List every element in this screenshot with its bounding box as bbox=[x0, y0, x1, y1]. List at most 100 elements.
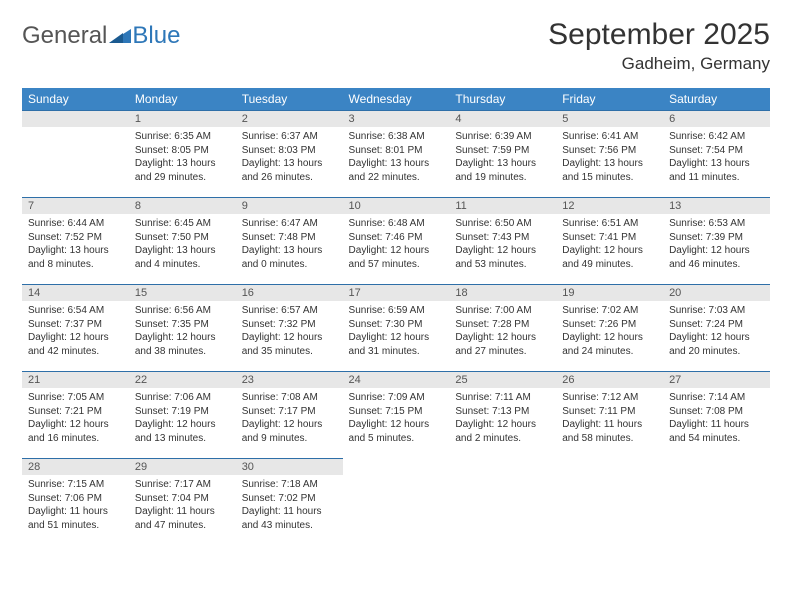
day-number: 5 bbox=[556, 110, 663, 127]
day-number: 20 bbox=[663, 284, 770, 301]
title-block: September 2025 Gadheim, Germany bbox=[548, 18, 770, 74]
day-daylight1: Daylight: 12 hours bbox=[455, 244, 550, 258]
day-number: 14 bbox=[22, 284, 129, 301]
day-details: Sunrise: 6:41 AMSunset: 7:56 PMDaylight:… bbox=[556, 127, 663, 188]
day-daylight2: and 8 minutes. bbox=[28, 258, 123, 272]
calendar-body: 1Sunrise: 6:35 AMSunset: 8:05 PMDaylight… bbox=[22, 110, 770, 545]
day-cell: 18Sunrise: 7:00 AMSunset: 7:28 PMDayligh… bbox=[449, 284, 556, 371]
day-cell: 5Sunrise: 6:41 AMSunset: 7:56 PMDaylight… bbox=[556, 110, 663, 197]
month-title: September 2025 bbox=[548, 18, 770, 52]
day-daylight2: and 2 minutes. bbox=[455, 432, 550, 446]
day-sunset: Sunset: 7:43 PM bbox=[455, 231, 550, 245]
day-sunset: Sunset: 7:35 PM bbox=[135, 318, 230, 332]
day-daylight2: and 24 minutes. bbox=[562, 345, 657, 359]
day-sunset: Sunset: 8:01 PM bbox=[349, 144, 444, 158]
weekday-header: Wednesday bbox=[343, 88, 450, 110]
day-number: 10 bbox=[343, 197, 450, 214]
day-sunset: Sunset: 7:54 PM bbox=[669, 144, 764, 158]
day-number: 16 bbox=[236, 284, 343, 301]
day-daylight2: and 58 minutes. bbox=[562, 432, 657, 446]
day-details: Sunrise: 7:14 AMSunset: 7:08 PMDaylight:… bbox=[663, 388, 770, 449]
logo-mark-icon bbox=[109, 22, 131, 50]
day-sunrise: Sunrise: 7:15 AM bbox=[28, 478, 123, 492]
day-details: Sunrise: 6:56 AMSunset: 7:35 PMDaylight:… bbox=[129, 301, 236, 362]
day-daylight2: and 5 minutes. bbox=[349, 432, 444, 446]
day-daylight1: Daylight: 12 hours bbox=[455, 418, 550, 432]
day-sunrise: Sunrise: 6:47 AM bbox=[242, 217, 337, 231]
day-daylight2: and 9 minutes. bbox=[242, 432, 337, 446]
day-daylight1: Daylight: 13 hours bbox=[349, 157, 444, 171]
day-sunrise: Sunrise: 6:51 AM bbox=[562, 217, 657, 231]
day-daylight1: Daylight: 13 hours bbox=[455, 157, 550, 171]
day-daylight1: Daylight: 11 hours bbox=[28, 505, 123, 519]
location: Gadheim, Germany bbox=[548, 54, 770, 74]
day-daylight2: and 16 minutes. bbox=[28, 432, 123, 446]
day-sunrise: Sunrise: 7:00 AM bbox=[455, 304, 550, 318]
day-details: Sunrise: 6:47 AMSunset: 7:48 PMDaylight:… bbox=[236, 214, 343, 275]
header: General Blue September 2025 Gadheim, Ger… bbox=[22, 18, 770, 74]
day-daylight1: Daylight: 11 hours bbox=[669, 418, 764, 432]
day-daylight1: Daylight: 13 hours bbox=[28, 244, 123, 258]
day-cell: 14Sunrise: 6:54 AMSunset: 7:37 PMDayligh… bbox=[22, 284, 129, 371]
day-sunrise: Sunrise: 6:38 AM bbox=[349, 130, 444, 144]
day-daylight1: Daylight: 12 hours bbox=[562, 244, 657, 258]
day-details: Sunrise: 7:00 AMSunset: 7:28 PMDaylight:… bbox=[449, 301, 556, 362]
day-sunset: Sunset: 7:46 PM bbox=[349, 231, 444, 245]
day-daylight2: and 49 minutes. bbox=[562, 258, 657, 272]
day-daylight1: Daylight: 13 hours bbox=[135, 244, 230, 258]
day-daylight2: and 31 minutes. bbox=[349, 345, 444, 359]
day-sunrise: Sunrise: 6:42 AM bbox=[669, 130, 764, 144]
day-sunset: Sunset: 7:08 PM bbox=[669, 405, 764, 419]
day-sunrise: Sunrise: 6:59 AM bbox=[349, 304, 444, 318]
day-details: Sunrise: 6:44 AMSunset: 7:52 PMDaylight:… bbox=[22, 214, 129, 275]
day-cell: 11Sunrise: 6:50 AMSunset: 7:43 PMDayligh… bbox=[449, 197, 556, 284]
day-sunset: Sunset: 7:11 PM bbox=[562, 405, 657, 419]
day-sunset: Sunset: 7:17 PM bbox=[242, 405, 337, 419]
day-cell: 12Sunrise: 6:51 AMSunset: 7:41 PMDayligh… bbox=[556, 197, 663, 284]
day-sunrise: Sunrise: 7:05 AM bbox=[28, 391, 123, 405]
day-number: 13 bbox=[663, 197, 770, 214]
day-daylight2: and 19 minutes. bbox=[455, 171, 550, 185]
calendar-row: 21Sunrise: 7:05 AMSunset: 7:21 PMDayligh… bbox=[22, 371, 770, 458]
day-details: Sunrise: 6:35 AMSunset: 8:05 PMDaylight:… bbox=[129, 127, 236, 188]
day-daylight1: Daylight: 13 hours bbox=[669, 157, 764, 171]
day-sunset: Sunset: 7:24 PM bbox=[669, 318, 764, 332]
day-daylight2: and 35 minutes. bbox=[242, 345, 337, 359]
day-sunset: Sunset: 7:19 PM bbox=[135, 405, 230, 419]
day-cell: 1Sunrise: 6:35 AMSunset: 8:05 PMDaylight… bbox=[129, 110, 236, 197]
weekday-header: Tuesday bbox=[236, 88, 343, 110]
day-daylight1: Daylight: 11 hours bbox=[562, 418, 657, 432]
day-daylight2: and 38 minutes. bbox=[135, 345, 230, 359]
day-number: 1 bbox=[129, 110, 236, 127]
day-number: 3 bbox=[343, 110, 450, 127]
day-cell: 2Sunrise: 6:37 AMSunset: 8:03 PMDaylight… bbox=[236, 110, 343, 197]
day-number: 12 bbox=[556, 197, 663, 214]
day-details: Sunrise: 7:05 AMSunset: 7:21 PMDaylight:… bbox=[22, 388, 129, 449]
day-sunset: Sunset: 7:26 PM bbox=[562, 318, 657, 332]
day-sunrise: Sunrise: 6:45 AM bbox=[135, 217, 230, 231]
day-cell: 6Sunrise: 6:42 AMSunset: 7:54 PMDaylight… bbox=[663, 110, 770, 197]
weekday-header: Monday bbox=[129, 88, 236, 110]
day-sunrise: Sunrise: 6:37 AM bbox=[242, 130, 337, 144]
day-number: 19 bbox=[556, 284, 663, 301]
day-details: Sunrise: 6:45 AMSunset: 7:50 PMDaylight:… bbox=[129, 214, 236, 275]
calendar-table: SundayMondayTuesdayWednesdayThursdayFrid… bbox=[22, 88, 770, 545]
day-sunset: Sunset: 8:05 PM bbox=[135, 144, 230, 158]
day-number: 28 bbox=[22, 458, 129, 475]
day-sunset: Sunset: 7:52 PM bbox=[28, 231, 123, 245]
day-number: 24 bbox=[343, 371, 450, 388]
day-sunrise: Sunrise: 6:39 AM bbox=[455, 130, 550, 144]
day-details: Sunrise: 7:17 AMSunset: 7:04 PMDaylight:… bbox=[129, 475, 236, 536]
day-cell: 8Sunrise: 6:45 AMSunset: 7:50 PMDaylight… bbox=[129, 197, 236, 284]
day-details: Sunrise: 6:42 AMSunset: 7:54 PMDaylight:… bbox=[663, 127, 770, 188]
day-daylight1: Daylight: 12 hours bbox=[349, 331, 444, 345]
day-daylight1: Daylight: 12 hours bbox=[242, 331, 337, 345]
day-sunset: Sunset: 7:39 PM bbox=[669, 231, 764, 245]
logo-text-blue: Blue bbox=[132, 22, 180, 50]
day-cell: 19Sunrise: 7:02 AMSunset: 7:26 PMDayligh… bbox=[556, 284, 663, 371]
day-daylight1: Daylight: 12 hours bbox=[669, 331, 764, 345]
day-number: 27 bbox=[663, 371, 770, 388]
day-daylight1: Daylight: 13 hours bbox=[242, 157, 337, 171]
day-sunrise: Sunrise: 6:57 AM bbox=[242, 304, 337, 318]
day-number: 15 bbox=[129, 284, 236, 301]
